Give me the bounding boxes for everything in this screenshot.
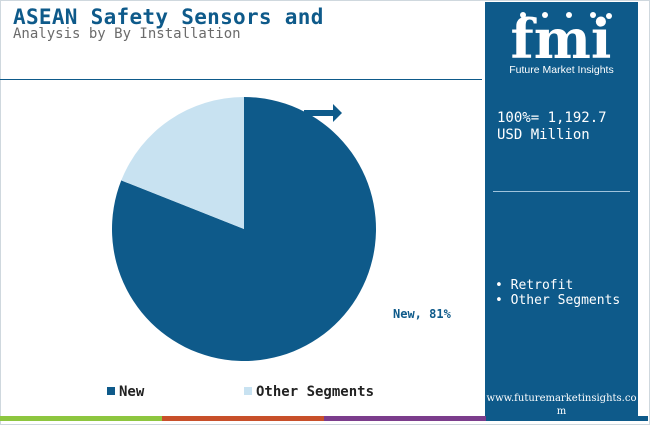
total-value: 100%= 1,192.7 USD Million [497, 110, 607, 143]
legend-swatch [107, 387, 115, 395]
website-url: www.futuremarketinsights.com [486, 393, 637, 417]
logo-mark: fmi [511, 7, 612, 71]
legend-item-new: New [107, 384, 144, 400]
legend-swatch [244, 387, 252, 395]
side-panel: fmi Future Market Insights 100%= 1,192.7… [485, 2, 638, 417]
legend-label: Other Segments [256, 384, 375, 400]
title-divider [0, 79, 482, 80]
footer-bar-green [0, 416, 162, 421]
legend-label: New [119, 384, 145, 400]
segment-list: Retrofit Other Segments [495, 278, 621, 308]
footer-bar-purple [324, 416, 486, 421]
footer-bar-blue [486, 416, 648, 421]
segment-item: Other Segments [495, 293, 621, 308]
footer-bar-orange [162, 416, 324, 421]
logo-text: Future Market Insights [509, 64, 614, 76]
panel-divider [493, 191, 630, 192]
chart-subtitle: Analysis by By Installation [13, 26, 241, 42]
arrow-icon [304, 104, 342, 122]
chart-title: ASEAN Safety Sensors and [13, 5, 324, 29]
logo-wordmark: fmi [511, 7, 612, 64]
legend-item-other: Other Segments [244, 384, 374, 400]
data-label-new: New, 81% [393, 307, 451, 321]
fmi-logo: fmi Future Market Insights [489, 6, 634, 81]
segment-item: Retrofit [495, 278, 620, 293]
pie-slice-other-segments [121, 97, 244, 229]
